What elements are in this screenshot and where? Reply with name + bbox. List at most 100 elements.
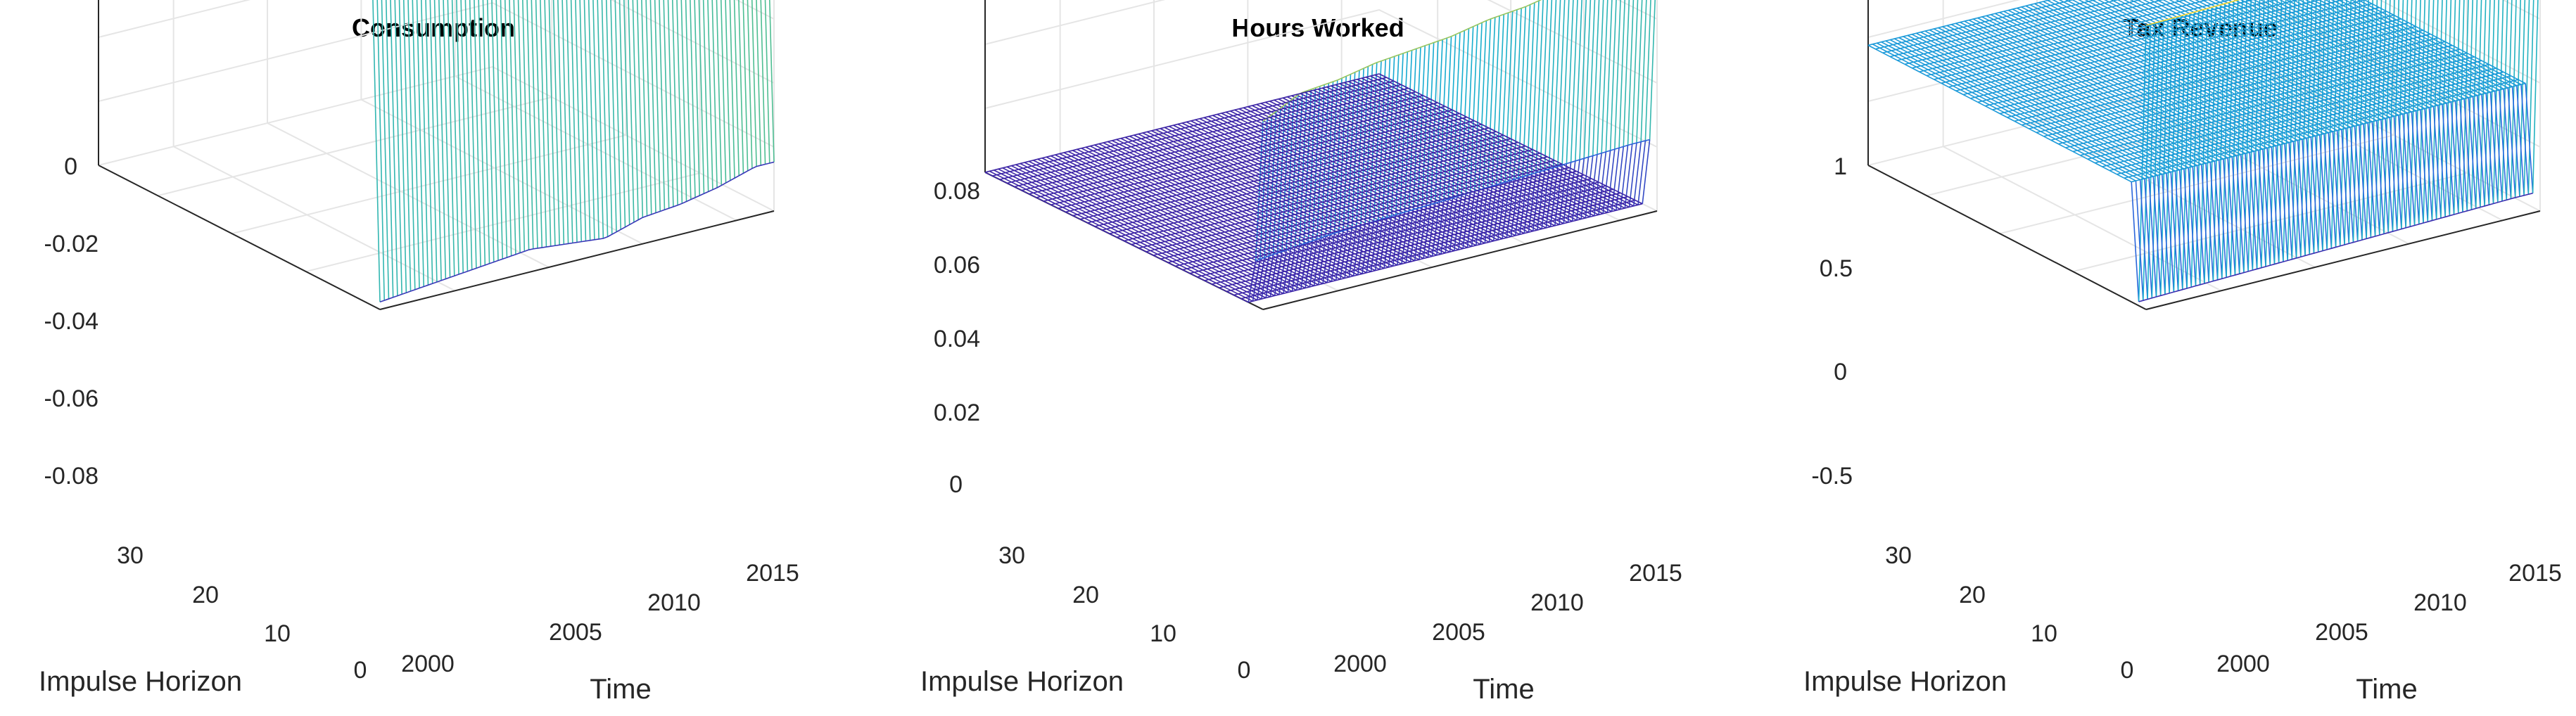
surface-mesh-line (407, 0, 416, 290)
surface-mesh-line (760, 0, 766, 165)
surface-mesh-line (1125, 234, 1134, 240)
surface-mesh-line (1113, 199, 1122, 205)
surface-mesh-line (1261, 249, 1269, 255)
surface-mesh-line (1136, 172, 1145, 177)
surface-mesh-line (1162, 165, 1171, 170)
surface-mesh-line (1241, 265, 1249, 271)
surface-mesh-line (474, 0, 481, 267)
surface-mesh-line (1075, 187, 1084, 192)
surface-mesh-line (663, 0, 670, 209)
surface-mesh-line (1193, 222, 1202, 228)
surface-mesh-line (1041, 190, 1050, 195)
surface-mesh-line (1141, 138, 1149, 143)
surface-mesh-line (1101, 213, 1110, 218)
surface-mesh-line (1235, 272, 1243, 277)
surface-mesh-line (1217, 228, 1226, 233)
surface-mesh-line (412, 0, 420, 288)
surface-mesh-line (1309, 237, 1317, 243)
surface-mesh-line (1250, 257, 1259, 262)
surface-mesh-line (1236, 234, 1245, 239)
surface-mesh-line (1162, 219, 1170, 225)
surface-mesh-line (1069, 161, 1078, 167)
surface-mesh-line (1305, 222, 1313, 227)
surface-mesh-line (1219, 184, 1228, 188)
surface-mesh-line (649, 0, 656, 213)
surface-mesh-line (1158, 150, 1167, 155)
surface-mesh-line (1249, 231, 1257, 236)
surface-mesh-line (1070, 210, 1078, 215)
surface-mesh-line (1287, 275, 1295, 281)
consumption-x-tick: 2015 (746, 560, 799, 587)
surface-mesh-line (1122, 213, 1131, 219)
surface-mesh-line (1350, 270, 1359, 276)
surface-mesh-line (1292, 274, 1300, 279)
surface-mesh-line (1245, 183, 1253, 188)
surface-mesh-line (1186, 203, 1195, 208)
surface-mesh-line (517, 0, 526, 252)
surface-mesh-line (1139, 241, 1148, 247)
surface-mesh-line (1191, 169, 1199, 174)
surface-mesh-line (1112, 222, 1120, 226)
surface-mesh-line (1219, 200, 1229, 205)
surface-mesh-line (1222, 194, 1230, 199)
y-axis-line (98, 165, 381, 310)
surface-mesh-line (1193, 190, 1202, 196)
surface-mesh-line (1096, 171, 1104, 177)
surface-mesh-line (1189, 191, 1198, 196)
surface-mesh-line (1243, 254, 1252, 259)
surface-mesh-line (1321, 240, 1329, 245)
surface-mesh-line (1160, 177, 1168, 182)
surface-mesh-line (1234, 207, 1243, 212)
surface-mesh-line (641, 0, 648, 217)
surface-mesh-line (1071, 204, 1079, 210)
surface-mesh-line (1196, 179, 1205, 184)
surface-mesh-line (1139, 160, 1148, 165)
surface-mesh-line (1120, 203, 1129, 208)
surface-mesh-line (1127, 196, 1135, 201)
surface-mesh-line (1234, 223, 1243, 229)
surface-mesh-line (561, 0, 569, 244)
surface-mesh-line (1169, 240, 1177, 245)
surface-mesh-line (1269, 198, 1278, 203)
surface-mesh-line (1297, 283, 1306, 289)
surface-mesh-line (1165, 192, 1173, 197)
surface-mesh-line (1180, 160, 1188, 166)
surface-mesh-line (1295, 279, 1303, 284)
surface-mesh-line (1281, 217, 1290, 222)
surface-mesh-line (1146, 251, 1154, 256)
surface-mesh-line (1177, 172, 1186, 177)
grid-line (305, 172, 700, 273)
surface-mesh-line (1262, 260, 1271, 265)
surface-mesh-line (1219, 271, 1227, 276)
surface-mesh-line (1315, 247, 1324, 252)
surface-mesh-line (1229, 262, 1237, 268)
surface-mesh-line (1179, 264, 1188, 269)
surface-mesh-line (1237, 196, 1245, 200)
surface-mesh-line (1258, 261, 1267, 266)
surface-mesh-line (513, 0, 521, 253)
surface-mesh-line (1236, 250, 1245, 255)
surface-mesh-line (1172, 261, 1180, 266)
surface-mesh-line (1193, 206, 1202, 212)
surface-mesh-line (1319, 229, 1328, 234)
surface-mesh-line (531, 0, 538, 248)
surface-mesh-line (1144, 207, 1153, 213)
surface-mesh-line (1372, 265, 1381, 270)
surface-mesh-line (1178, 254, 1186, 259)
surface-mesh-line (1160, 209, 1169, 215)
surface-mesh-line (1211, 283, 1219, 288)
surface-mesh-line (1078, 159, 1086, 165)
surface-mesh-line (1243, 221, 1252, 226)
surface-mesh-line (1093, 150, 1101, 155)
surface-mesh-line (1324, 244, 1332, 250)
surface-mesh-line (1075, 154, 1084, 160)
surface-mesh-line (1223, 205, 1231, 210)
surface-mesh-line (1214, 271, 1223, 277)
surface-mesh-line (1157, 139, 1165, 145)
surface-mesh-line (1041, 174, 1050, 179)
surface-mesh-line (1060, 196, 1069, 201)
surface-mesh-line (1226, 274, 1234, 280)
surface-mesh-line (1229, 198, 1237, 203)
surface-mesh-line (1249, 279, 1257, 285)
surface-mesh-line (1211, 251, 1219, 256)
